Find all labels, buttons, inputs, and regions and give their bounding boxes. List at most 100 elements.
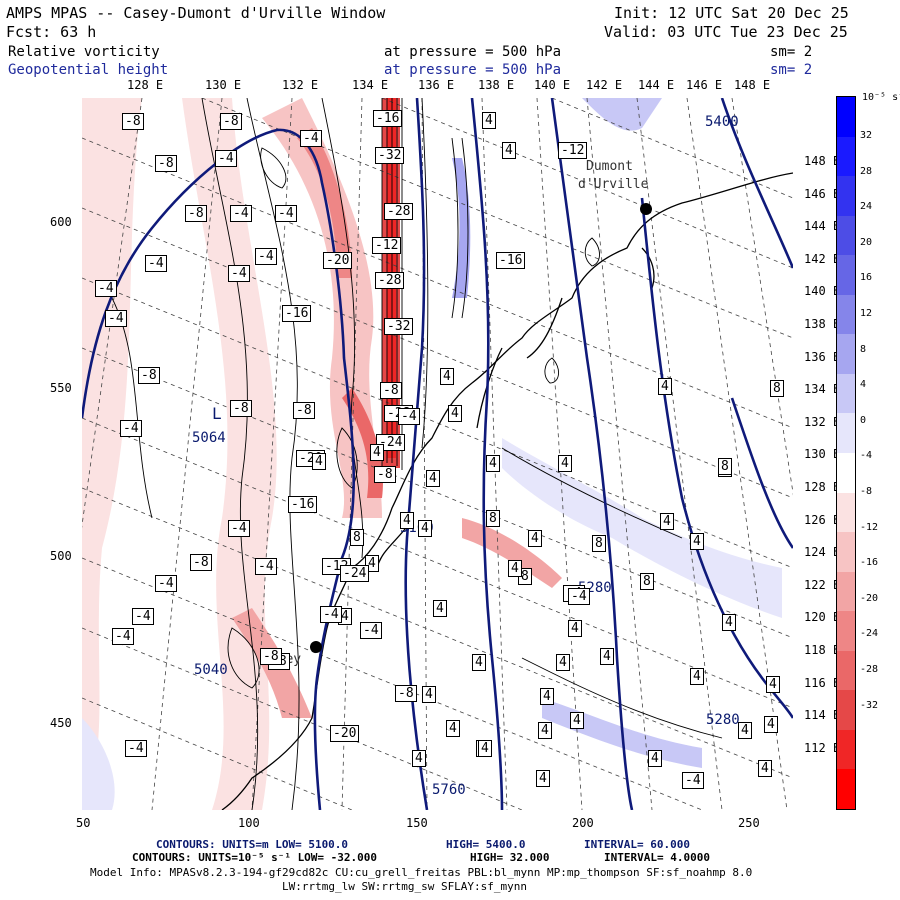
vorticity-contour-label: -4 <box>568 588 590 605</box>
y-tick: 450 <box>50 716 72 730</box>
right-lon-tick: 118 E <box>804 643 841 657</box>
field1-smoothing: sm= 2 <box>770 44 813 60</box>
footer-radiation-info: LW:rrtmg_lw SW:rrtmg_sw SFLAY:sf_mynn <box>282 880 528 893</box>
vorticity-contour-label: 4 <box>568 620 582 637</box>
vorticity-contour-label: -16 <box>282 305 312 322</box>
vorticity-contour-label: -16 <box>373 110 403 127</box>
valid-time: Valid: 03 UTC Tue 23 Dec 25 <box>604 23 848 41</box>
station-label-durville: d'Urville <box>578 177 649 192</box>
right-lon-tick: 138 E <box>804 317 841 331</box>
vorticity-contour-label: 4 <box>400 512 414 529</box>
vorticity-contour-label: 4 <box>486 455 500 472</box>
vorticity-contour-label: -8 <box>155 155 177 172</box>
field2-smoothing: sm= 2 <box>770 62 813 78</box>
colorbar-label: 28 <box>860 165 873 177</box>
colorbar-label: 0 <box>860 414 867 426</box>
vorticity-contour-label: -8 <box>380 382 402 399</box>
x-tick: 150 <box>406 816 428 830</box>
vorticity-contour-label: -8 <box>138 367 160 384</box>
colorbar-label: 32 <box>860 130 873 141</box>
colorbar-segment <box>837 453 855 494</box>
vorticity-contour-label: -28 <box>384 203 414 220</box>
vorticity-contour-label: -8 <box>220 113 242 130</box>
lon-tick: 132 E <box>282 78 319 92</box>
lon-tick: 142 E <box>586 78 623 92</box>
vorticity-contour-label: 8 <box>718 458 732 475</box>
vorticity-contour-label: -4 <box>255 558 277 575</box>
right-lon-tick: 128 E <box>804 480 841 494</box>
vorticity-contour-label: -8 <box>190 554 212 571</box>
colorbar-segment <box>837 373 855 414</box>
vorticity-contour-label: 4 <box>412 750 426 767</box>
vorticity-contour-label: -4 <box>132 608 154 625</box>
colorbar-label: -8 <box>860 486 873 497</box>
height-label: 5040 <box>194 662 228 678</box>
init-time: Init: 12 UTC Sat 20 Dec 25 <box>614 4 849 22</box>
lon-tick: 140 E <box>534 78 571 92</box>
colorbar-label: 16 <box>860 272 873 284</box>
vorticity-contour-label: 4 <box>440 368 454 385</box>
vorticity-contour-label: 4 <box>482 112 496 129</box>
vorticity-contour-label: 4 <box>422 686 436 703</box>
vorticity-contour-label: 4 <box>433 600 447 617</box>
vorticity-contour-label: -20 <box>330 725 360 742</box>
lon-tick: 130 E <box>205 78 242 92</box>
right-lon-tick: 148 E <box>804 154 841 168</box>
vorticity-contour-label: 4 <box>558 455 572 472</box>
field2-level: at pressure = 500 hPa <box>384 62 562 78</box>
right-lon-tick: 140 E <box>804 284 841 299</box>
vorticity-contour-label: 4 <box>690 533 704 550</box>
vorticity-contour-label: -16 <box>496 252 526 269</box>
colorbar-label: 12 <box>860 308 873 319</box>
colorbar-label: 24 <box>860 201 873 213</box>
casey-station-marker <box>310 641 322 653</box>
colorbar-segment <box>837 413 855 454</box>
vorticity-contour-label: 8 <box>350 529 364 546</box>
footer-model-info: Model Info: MPASv8.2.3-194-gf29cd82c CU:… <box>90 866 753 879</box>
lon-tick: 134 E <box>352 78 389 92</box>
footer-vort-high: HIGH= 32.000 <box>470 851 550 864</box>
colorbar-segment <box>837 532 855 573</box>
footer-height-contours: CONTOURS: UNITS=m LOW= 5100.0 <box>156 838 349 851</box>
vorticity-contour-label: -4 <box>112 628 134 645</box>
colorbar-segment <box>837 769 855 810</box>
vorticity-contour-label: 4 <box>538 722 552 739</box>
vorticity-contour-label: -4 <box>145 255 167 272</box>
lon-tick: 146 E <box>686 78 723 92</box>
vorticity-contour-label: -8 <box>185 205 207 222</box>
colorbar-segment <box>837 650 855 691</box>
vorticity-contour-label: -8 <box>293 402 315 419</box>
y-tick: 500 <box>50 549 72 563</box>
lon-tick: 136 E <box>418 78 455 92</box>
colorbar-segment <box>837 334 855 375</box>
right-lon-tick: 114 E <box>804 708 841 723</box>
footer-height-high: HIGH= 5400.0 <box>446 838 526 851</box>
right-lon-tick: 120 E <box>804 610 841 625</box>
vorticity-contour-label: 4 <box>508 560 522 577</box>
vorticity-contour-label: -24 <box>340 565 370 582</box>
right-lon-tick: 132 E <box>804 414 841 429</box>
colorbar-segment <box>837 97 855 138</box>
vorticity-contour-label: 4 <box>426 470 440 487</box>
colorbar-segment <box>837 729 855 770</box>
vorticity-contour-label: -8 <box>395 685 417 702</box>
vorticity-contour-label: 4 <box>722 614 736 631</box>
vorticity-contour-label: -8 <box>122 113 144 130</box>
colorbar-label: -4 <box>860 450 873 462</box>
vorticity-contour-label: 4 <box>758 760 772 777</box>
low-pressure-value: 5064 <box>192 430 226 446</box>
right-lon-tick: 134 E <box>804 382 841 397</box>
vorticity-contour-label: -4 <box>155 575 177 592</box>
vorticity-contour-label: 8 <box>770 380 784 397</box>
vorticity-contour-label: -4 <box>230 205 252 222</box>
x-tick: 200 <box>572 816 594 830</box>
low-pressure-marker: L <box>212 404 222 423</box>
colorbar-label: -20 <box>860 592 879 604</box>
right-lon-tick: 112 E <box>804 740 841 755</box>
y-tick: 600 <box>50 215 72 229</box>
vorticity-contour-label: 4 <box>738 722 752 739</box>
colorbar-segment <box>837 215 855 256</box>
x-tick: 50 <box>76 816 91 830</box>
right-lon-tick: 122 E <box>804 577 841 592</box>
vorticity-contour-label: 4 <box>312 453 326 470</box>
